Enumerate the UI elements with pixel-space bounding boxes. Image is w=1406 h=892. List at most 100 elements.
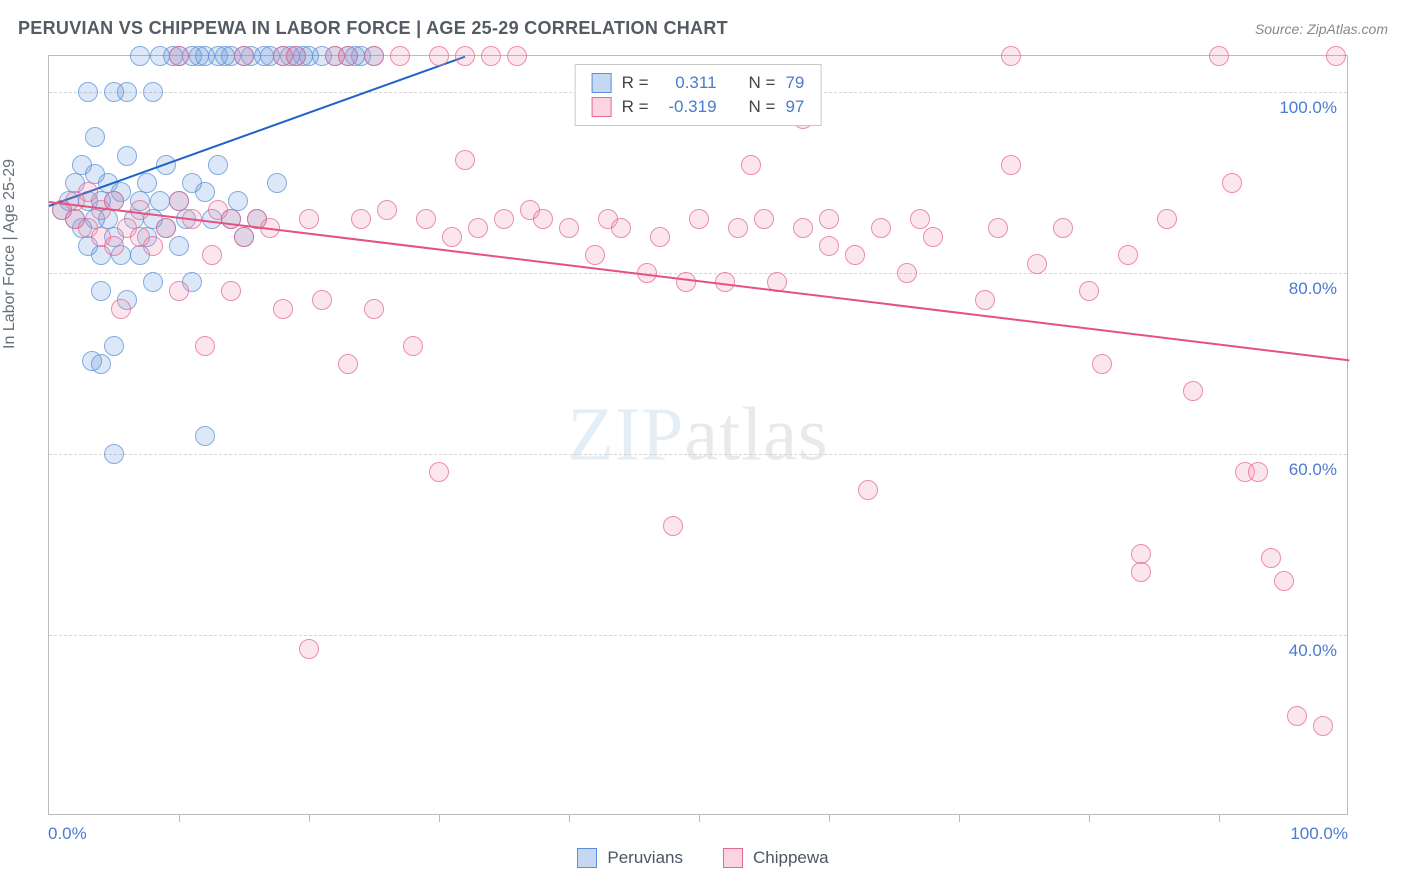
data-point (455, 46, 475, 66)
data-point (910, 209, 930, 229)
watermark-atlas: atlas (684, 393, 828, 477)
data-point (1183, 381, 1203, 401)
data-point (104, 444, 124, 464)
data-point (221, 281, 241, 301)
data-point (351, 209, 371, 229)
y-tick-label: 60.0% (1289, 460, 1337, 480)
y-tick-label: 100.0% (1279, 98, 1337, 118)
data-point (195, 336, 215, 356)
data-point (338, 354, 358, 374)
legend-n-label: N = (749, 73, 776, 93)
data-point (234, 46, 254, 66)
data-point (169, 236, 189, 256)
chart-title: PERUVIAN VS CHIPPEWA IN LABOR FORCE | AG… (18, 18, 728, 39)
data-point (845, 245, 865, 265)
data-point (143, 272, 163, 292)
chart-source: Source: ZipAtlas.com (1255, 21, 1388, 37)
data-point (585, 245, 605, 265)
legend-n-value: 79 (785, 73, 804, 93)
data-point (676, 272, 696, 292)
x-tick (439, 814, 440, 822)
data-point (1001, 46, 1021, 66)
data-point (273, 299, 293, 319)
data-point (169, 281, 189, 301)
legend-n-value: 97 (785, 97, 804, 117)
y-tick-label: 40.0% (1289, 641, 1337, 661)
data-point (1079, 281, 1099, 301)
data-point (137, 173, 157, 193)
data-point (78, 82, 98, 102)
data-point (819, 236, 839, 256)
x-axis-max-label: 100.0% (1290, 824, 1348, 844)
chart-area: ZIPatlas 40.0%60.0%80.0%100.0% R =0.311N… (48, 55, 1348, 815)
grid-line (49, 454, 1347, 455)
x-tick (569, 814, 570, 822)
series-label: Chippewa (753, 848, 829, 868)
y-axis-title: In Labor Force | Age 25-29 (1, 159, 19, 349)
data-point (150, 191, 170, 211)
x-tick (179, 814, 180, 822)
data-point (364, 46, 384, 66)
data-point (267, 173, 287, 193)
data-point (364, 299, 384, 319)
data-point (481, 46, 501, 66)
data-point (143, 82, 163, 102)
data-point (117, 146, 137, 166)
chart-header: PERUVIAN VS CHIPPEWA IN LABOR FORCE | AG… (18, 18, 1388, 39)
legend-r-label: R = (622, 73, 649, 93)
series-legend-item: Peruvians (577, 848, 683, 868)
legend-r-label: R = (622, 97, 649, 117)
watermark-zip: ZIP (567, 393, 684, 477)
data-point (728, 218, 748, 238)
data-point (533, 209, 553, 229)
data-point (91, 354, 111, 374)
data-point (754, 209, 774, 229)
x-axis-min-label: 0.0% (48, 824, 87, 844)
data-point (897, 263, 917, 283)
grid-line (49, 273, 1347, 274)
data-point (975, 290, 995, 310)
x-tick (1219, 814, 1220, 822)
data-point (455, 150, 475, 170)
series-legend: Peruvians Chippewa (0, 848, 1406, 868)
series-label: Peruvians (607, 848, 683, 868)
data-point (1287, 706, 1307, 726)
legend-r-value: -0.319 (659, 97, 717, 117)
data-point (169, 46, 189, 66)
data-point (793, 218, 813, 238)
data-point (1313, 716, 1333, 736)
x-tick (829, 814, 830, 822)
data-point (819, 209, 839, 229)
data-point (377, 200, 397, 220)
data-point (130, 200, 150, 220)
data-point (299, 639, 319, 659)
data-point (689, 209, 709, 229)
data-point (299, 209, 319, 229)
watermark: ZIPatlas (567, 392, 828, 479)
data-point (78, 182, 98, 202)
data-point (663, 516, 683, 536)
data-point (156, 218, 176, 238)
data-point (442, 227, 462, 247)
series-legend-item: Chippewa (723, 848, 829, 868)
data-point (923, 227, 943, 247)
data-point (429, 462, 449, 482)
legend-swatch (592, 97, 612, 117)
data-point (871, 218, 891, 238)
x-tick (309, 814, 310, 822)
data-point (234, 227, 254, 247)
x-tick (959, 814, 960, 822)
data-point (143, 236, 163, 256)
data-point (507, 46, 527, 66)
data-point (403, 336, 423, 356)
data-point (1248, 462, 1268, 482)
data-point (104, 236, 124, 256)
data-point (559, 218, 579, 238)
data-point (494, 209, 514, 229)
data-point (650, 227, 670, 247)
data-point (1053, 218, 1073, 238)
data-point (611, 218, 631, 238)
data-point (312, 290, 332, 310)
data-point (1092, 354, 1112, 374)
trend-line (49, 56, 466, 207)
